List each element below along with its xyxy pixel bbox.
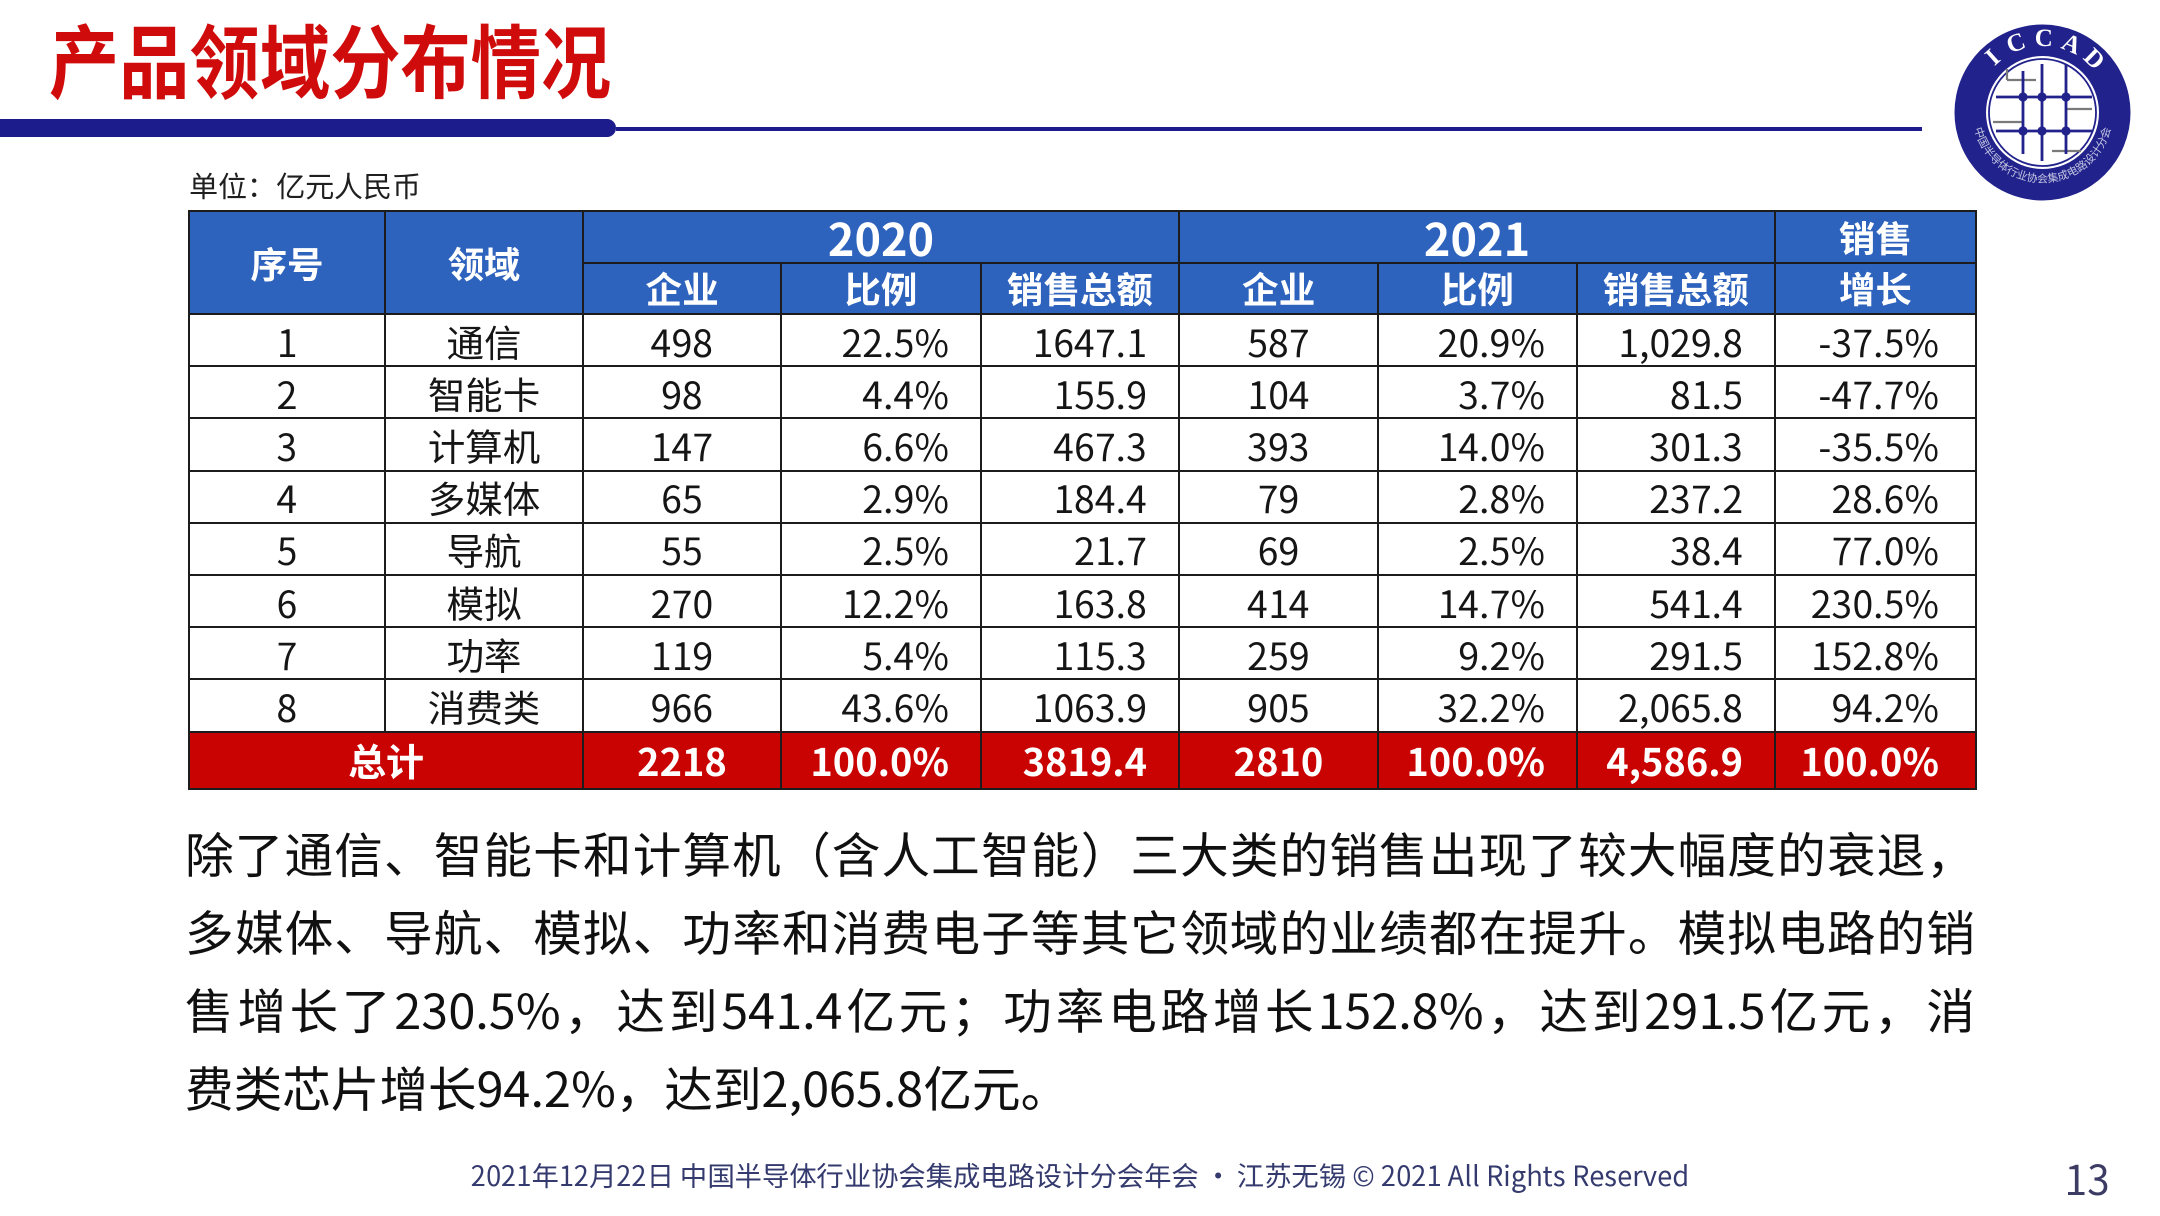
svg-text:C: C — [2035, 25, 2054, 52]
